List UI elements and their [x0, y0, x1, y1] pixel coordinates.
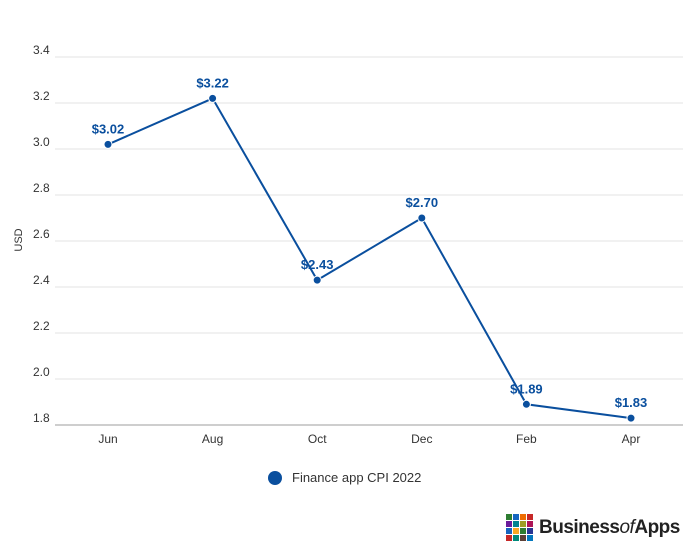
x-tick-label: Apr	[622, 432, 641, 446]
y-tick-label: 1.8	[33, 411, 50, 425]
x-tick-label: Oct	[308, 432, 327, 446]
logo-square	[513, 528, 519, 534]
logo-square	[527, 528, 533, 534]
y-axis-ticks: 1.8 2.0 2.2 2.4 2.6 2.8 3.0 3.2 3.4	[33, 43, 50, 425]
logo-square	[506, 514, 512, 520]
logo-square	[527, 514, 533, 520]
logo-square	[506, 535, 512, 541]
logo-square	[506, 521, 512, 527]
logo-square	[527, 521, 533, 527]
y-axis-title: USD	[13, 228, 25, 251]
y-tick-label: 3.0	[33, 135, 50, 149]
series-line	[107, 97, 632, 420]
logo-square	[520, 535, 526, 541]
data-label: $2.43	[301, 257, 334, 272]
data-label: $3.02	[92, 121, 125, 136]
y-tick-label: 2.4	[33, 273, 50, 287]
logo-square	[527, 535, 533, 541]
logo-square	[513, 521, 519, 527]
data-point	[626, 413, 636, 423]
logo-square	[520, 514, 526, 520]
y-tick-label: 3.4	[33, 43, 50, 57]
series-finance-app-cpi: $3.02 $3.22 $2.43 $2.70 $1.89 $1.83	[92, 75, 648, 423]
y-tick-label: 3.2	[33, 89, 50, 103]
logo-square	[520, 521, 526, 527]
logo-square	[513, 535, 519, 541]
x-axis-ticks: Jun Aug Oct Dec Feb Apr	[98, 432, 640, 446]
data-label: $3.22	[196, 75, 229, 90]
x-tick-label: Aug	[202, 432, 223, 446]
data-point	[208, 93, 218, 103]
legend-marker	[268, 470, 282, 485]
y-tick-label: 2.0	[33, 365, 50, 379]
brand-watermark: BusinessofApps	[506, 514, 680, 541]
legend-label: Finance app CPI 2022	[292, 470, 422, 485]
logo-square	[520, 528, 526, 534]
x-tick-label: Feb	[516, 432, 537, 446]
x-tick-label: Dec	[411, 432, 432, 446]
line-chart: 1.8 2.0 2.2 2.4 2.6 2.8 3.0 3.2 3.4 Jun Aug Oct Dec…	[13, 43, 683, 446]
y-tick-label: 2.6	[33, 227, 50, 241]
data-point	[312, 275, 322, 285]
y-tick-label: 2.2	[33, 319, 50, 333]
brand-name: BusinessofApps	[539, 516, 680, 538]
data-label: $2.70	[406, 195, 439, 210]
data-label: $1.89	[510, 381, 543, 396]
data-point	[103, 139, 113, 149]
x-tick-label: Jun	[98, 432, 117, 446]
brand-logo-icon	[506, 514, 533, 541]
legend[interactable]: Finance app CPI 2022	[268, 470, 421, 485]
data-point	[521, 399, 531, 409]
logo-square	[506, 528, 512, 534]
gridlines	[55, 56, 683, 426]
data-label: $1.83	[615, 395, 648, 410]
y-tick-label: 2.8	[33, 181, 50, 195]
data-point	[417, 213, 427, 223]
logo-square	[513, 514, 519, 520]
